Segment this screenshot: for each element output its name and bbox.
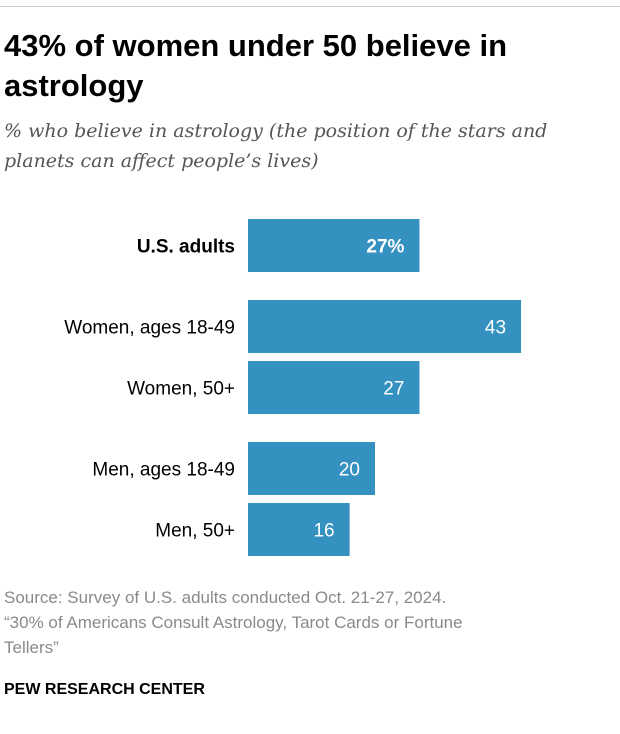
category-label-women-ages-18-49: Women, ages 18-49 <box>64 318 235 339</box>
brand-logo-text: PEW RESEARCH CENTER <box>4 681 205 698</box>
source-line-3: Tellers” <box>4 638 59 657</box>
bar-chart: U.S. adults 27% Women, ages 18-49 43 Women, … <box>64 219 522 556</box>
value-label-men-50: 16 <box>313 521 334 542</box>
bar-women-50 <box>248 361 420 414</box>
value-label-women-50: 27 <box>383 379 404 400</box>
source-line-2: “30% of Americans Consult Astrology, Tar… <box>4 613 463 632</box>
value-label-u-s-adults: 27% <box>366 237 404 258</box>
source-line-1: Source: Survey of U.S. adults conducted … <box>4 588 447 607</box>
chart-subtitle: % who believe in astrology (the position… <box>4 120 548 172</box>
value-label-men-ages-18-49: 20 <box>339 460 360 481</box>
value-label-women-ages-18-49: 43 <box>485 318 506 339</box>
category-label-men-50: Men, 50+ <box>155 521 235 542</box>
bar-u-s-adults <box>248 219 420 272</box>
bar-women-ages-18-49 <box>248 300 522 353</box>
top-rule <box>0 6 620 7</box>
bar-men-ages-18-49 <box>248 442 375 495</box>
category-label-men-ages-18-49: Men, ages 18-49 <box>92 460 235 481</box>
category-label-women-50: Women, 50+ <box>127 379 235 400</box>
bar-men-50 <box>248 503 350 556</box>
chart-title: 43% of women under 50 believe in astrolo… <box>4 28 508 103</box>
category-label-u-s-adults: U.S. adults <box>137 237 235 258</box>
source-note: Source: Survey of U.S. adults conducted … <box>4 585 604 660</box>
